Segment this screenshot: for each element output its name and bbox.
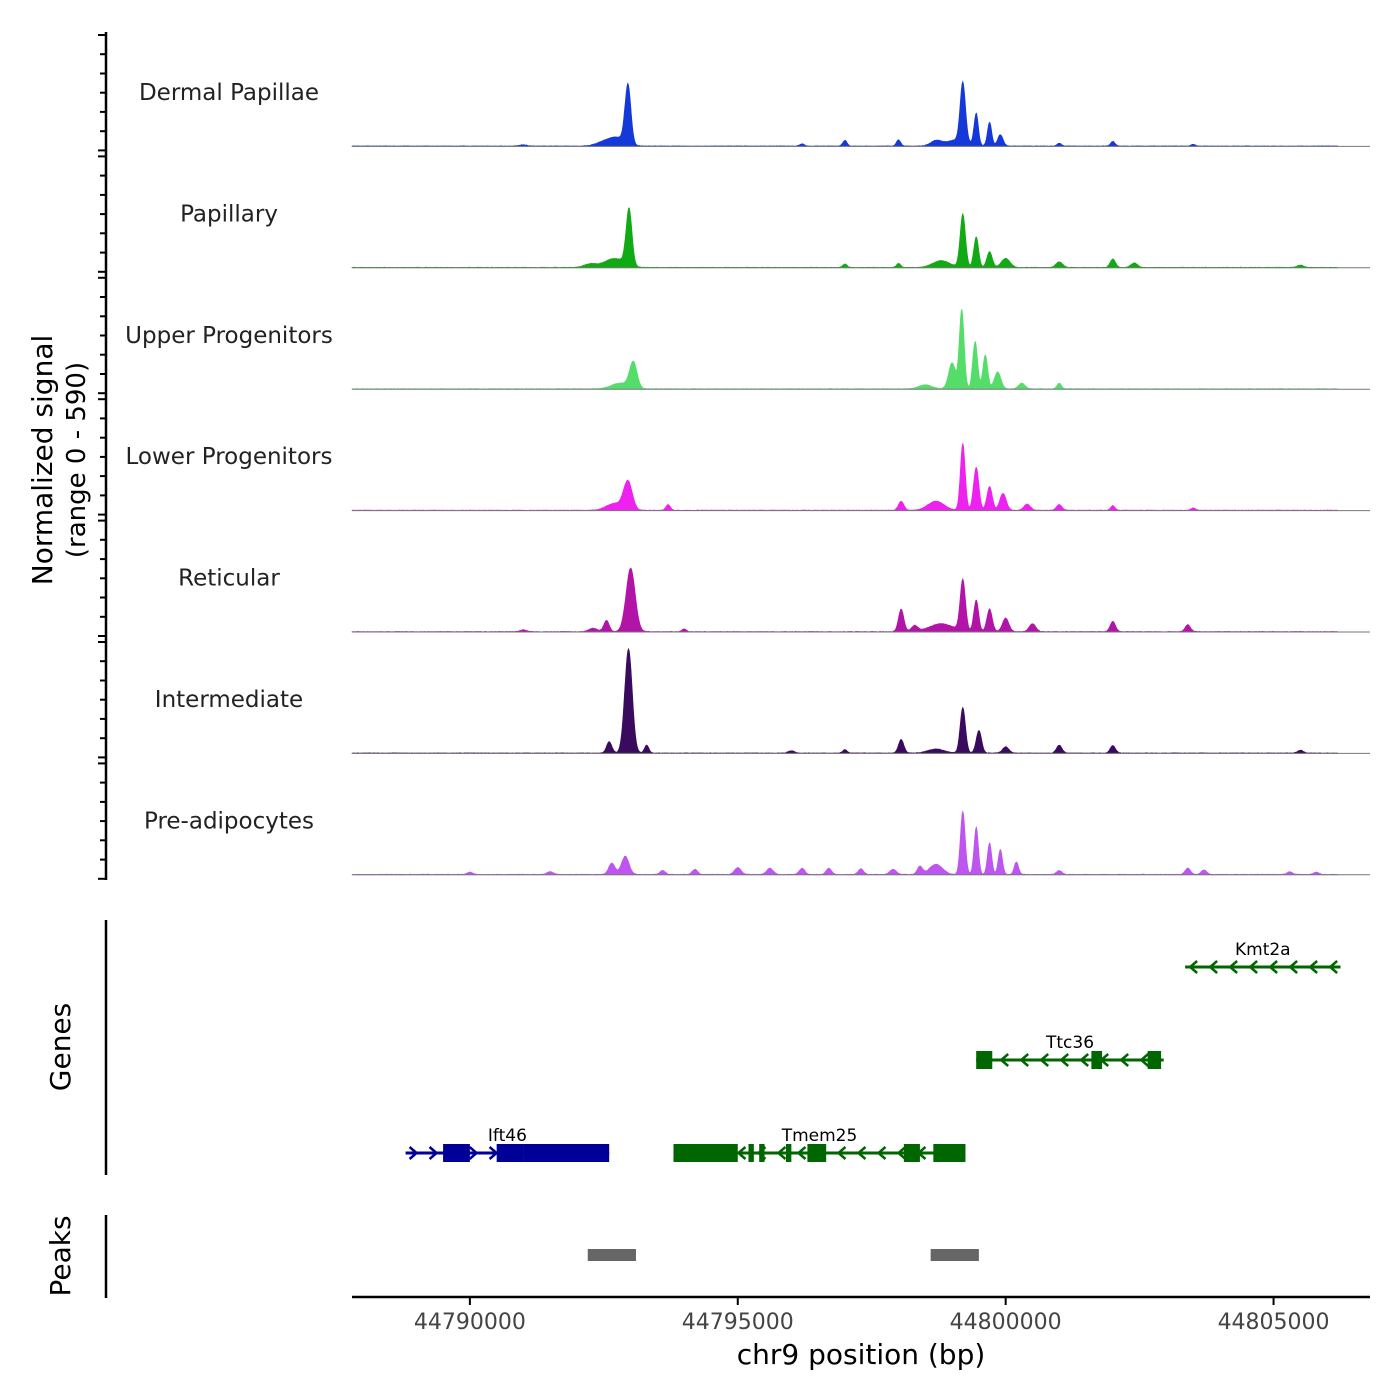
panel-intermediate: Intermediate	[155, 647, 1370, 754]
panel-label: Dermal Papillae	[139, 80, 319, 106]
panel-lower-progenitors: Lower Progenitors	[126, 442, 1370, 512]
x-axis-ticks: 44790000 44795000 44800000 44805000	[414, 1297, 1330, 1335]
gene-kmt2a: Kmt2a	[1185, 940, 1341, 974]
gene-label: Ttc36	[1045, 1033, 1094, 1053]
strand-chevron	[1039, 1053, 1050, 1067]
strand-chevron	[736, 1146, 747, 1160]
strand-chevron	[896, 1146, 907, 1160]
exon	[903, 1144, 920, 1162]
strand-chevron	[836, 1146, 847, 1160]
strand-chevron	[488, 1146, 499, 1160]
gene-tmem25: Tmem25	[673, 1126, 966, 1162]
signal-area	[351, 442, 1339, 511]
strand-chevron	[1019, 1053, 1030, 1067]
strand-chevron	[1248, 960, 1258, 974]
exon	[1091, 1051, 1103, 1069]
genes-track-label: Genes	[44, 1003, 77, 1091]
strand-chevron	[1079, 1053, 1090, 1067]
strand-chevron	[1328, 960, 1338, 974]
x-axis-title: chr9 position (bp)	[737, 1338, 986, 1371]
signal-axis-title-line1: Normalized signal	[26, 335, 59, 586]
panel-label: Intermediate	[155, 687, 303, 713]
strand-chevron	[856, 1146, 867, 1160]
strand-chevron	[1059, 1053, 1070, 1067]
gene-ift46: Ift46	[405, 1126, 610, 1162]
peak-region	[930, 1249, 979, 1261]
panel-label: Lower Progenitors	[126, 444, 333, 470]
signal-y-ticks	[98, 34, 106, 880]
strand-chevron	[796, 1146, 807, 1160]
x-tick-label: 44805000	[1218, 1310, 1330, 1335]
panel-pre-adipocytes: Pre-adipocytes	[144, 808, 1370, 876]
exon	[807, 1144, 827, 1162]
panel-label: Pre-adipocytes	[144, 808, 314, 834]
strand-chevron	[408, 1146, 419, 1160]
signal-area	[351, 810, 1339, 876]
exon	[523, 1144, 610, 1162]
panel-reticular: Reticular	[178, 566, 1370, 633]
genes-track: Ift46 Tmem25 Ttc36 Kmt2a	[405, 940, 1341, 1162]
panel-label: Papillary	[180, 201, 278, 227]
exon	[748, 1144, 754, 1162]
exon	[443, 1144, 470, 1162]
signal-area	[351, 80, 1339, 147]
strand-chevron	[1268, 960, 1278, 974]
exon	[673, 1144, 738, 1162]
panel-label: Reticular	[178, 566, 280, 592]
signal-panels: Dermal Papillae Papillary Upper Progenitor…	[125, 80, 1370, 876]
strand-chevron	[999, 1053, 1010, 1067]
strand-chevron	[1119, 1053, 1130, 1067]
signal-area	[351, 308, 1339, 390]
exon	[759, 1144, 765, 1162]
exon	[933, 1144, 966, 1162]
x-tick-label: 44795000	[682, 1310, 794, 1335]
x-tick-label: 44800000	[950, 1310, 1062, 1335]
strand-chevron	[776, 1146, 787, 1160]
panel-label: Upper Progenitors	[125, 323, 333, 349]
signal-area	[351, 647, 1339, 754]
strand-chevron	[1188, 960, 1198, 974]
strand-chevron	[1139, 1053, 1150, 1067]
strand-chevron	[428, 1146, 439, 1160]
exon	[785, 1144, 792, 1162]
peaks-track	[587, 1249, 979, 1261]
gene-label: Tmem25	[781, 1126, 858, 1146]
exon	[1147, 1051, 1162, 1069]
panel-papillary: Papillary	[180, 201, 1370, 269]
gene-ttc36: Ttc36	[976, 1033, 1164, 1069]
x-tick-label: 44790000	[414, 1310, 526, 1335]
peak-region	[587, 1249, 636, 1261]
strand-chevron	[1308, 960, 1318, 974]
signal-area	[351, 567, 1339, 633]
strand-chevron	[876, 1146, 887, 1160]
strand-chevron	[468, 1146, 479, 1160]
gene-label: Kmt2a	[1235, 940, 1291, 960]
panel-upper-progenitors: Upper Progenitors	[125, 308, 1370, 390]
strand-chevron	[1288, 960, 1298, 974]
panel-dermal-papillae: Dermal Papillae	[139, 80, 1370, 147]
signal-area	[351, 207, 1339, 269]
exon	[496, 1144, 524, 1162]
strand-chevron	[1208, 960, 1218, 974]
exon	[976, 1051, 993, 1069]
gene-label: Ift46	[488, 1126, 527, 1146]
peaks-track-label: Peaks	[44, 1215, 77, 1296]
strand-chevron	[1228, 960, 1238, 974]
signal-axis-title-line2: (range 0 - 590)	[62, 362, 92, 558]
